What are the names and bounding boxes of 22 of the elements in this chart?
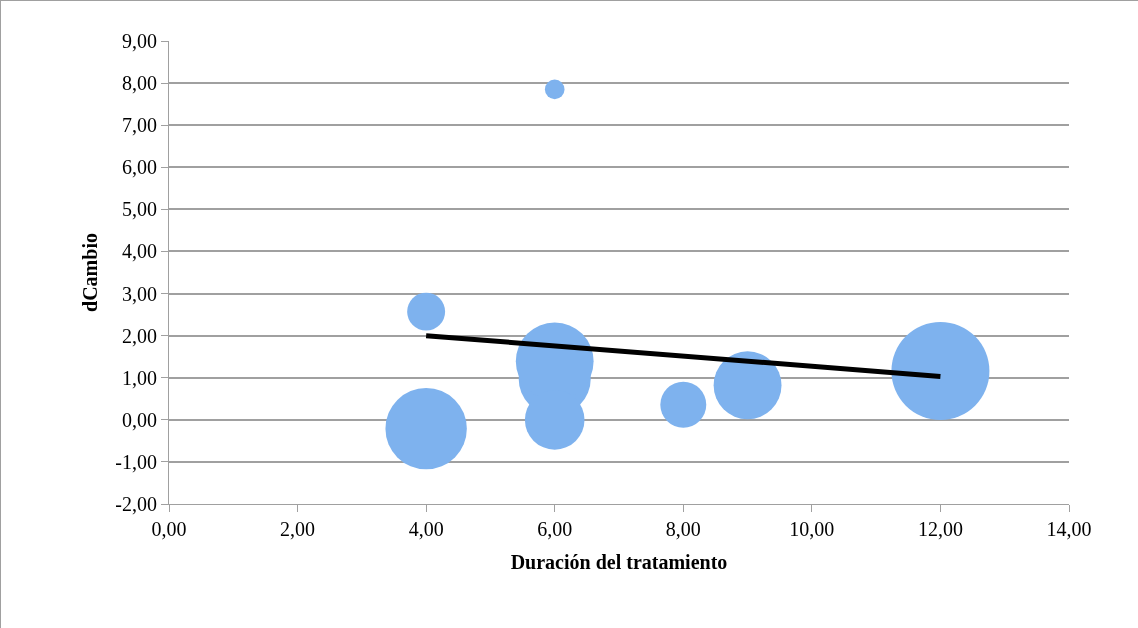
x-tick-label: 4,00 [408,518,444,540]
y-tick-label: 7,00 [122,114,157,137]
x-axis-title: Duración del tratamiento [510,550,728,573]
y-tick-label: 1,00 [122,366,157,389]
x-tick-label: 14,00 [1046,518,1092,540]
y-tick-label: 2,00 [122,324,157,347]
y-tick-label: -1,00 [115,450,157,473]
y-tick-label: 6,00 [122,156,157,179]
y-axis-title: dCambio [78,233,101,312]
y-tick-label: 4,00 [122,240,157,263]
y-tick-label: 9,00 [122,30,157,52]
y-tick-label: 3,00 [122,282,157,305]
x-tick-label: 6,00 [537,518,573,540]
y-tick-label: -2,00 [115,493,157,515]
x-tick-label: 12,00 [917,518,963,540]
y-tick-label: 5,00 [122,198,157,221]
x-tick-label: 2,00 [280,518,316,540]
x-tick-label: 8,00 [665,518,701,540]
y-tick-label: 0,00 [122,408,157,431]
x-tick-label: 10,00 [789,518,835,540]
x-tick-label: 0,00 [151,518,187,540]
y-tick-label: 8,00 [122,72,157,95]
